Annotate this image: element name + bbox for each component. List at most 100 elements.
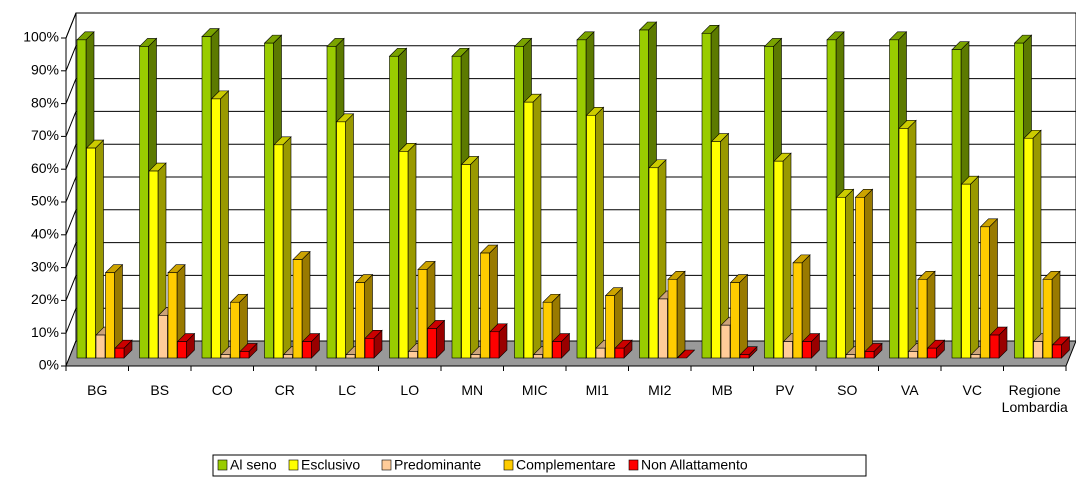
bar-side (282, 136, 292, 359)
legend-swatch (217, 459, 228, 471)
bar-front (239, 351, 250, 359)
bar (239, 342, 258, 359)
y-tick-label: 20% (31, 291, 59, 307)
bar-front (864, 351, 875, 359)
bar-front (114, 347, 125, 359)
y-tick-label: 90% (31, 62, 59, 78)
bar (335, 113, 355, 359)
grid-line (65, 143, 1076, 170)
bar-side (95, 139, 104, 359)
bar (676, 349, 696, 359)
grid-line (65, 45, 1076, 71)
bar (585, 106, 605, 359)
bar-front (845, 354, 856, 359)
bar-front (533, 354, 543, 359)
bar-front (523, 101, 534, 359)
bar-front (326, 46, 337, 359)
bar-front (836, 196, 846, 359)
legend-swatch (288, 459, 299, 471)
bar (1023, 129, 1042, 359)
bar-front (398, 151, 409, 359)
bar-front (711, 141, 721, 359)
y-tick-label: 30% (31, 258, 59, 274)
bar-front (273, 144, 284, 359)
bar (729, 273, 749, 359)
bar-front (408, 351, 418, 359)
bar-front (1033, 341, 1043, 359)
bar-front (1052, 344, 1062, 359)
bar-side (407, 142, 417, 359)
bar-front (302, 341, 312, 359)
bar (229, 293, 249, 359)
bar-front (552, 341, 562, 359)
legend-label: Non Allattamento (641, 457, 748, 473)
bar-front (148, 170, 159, 359)
bar (114, 339, 133, 359)
bar-side (1032, 129, 1042, 359)
x-tick-label: SO (837, 382, 858, 398)
y-tick-label: 50% (31, 193, 59, 209)
bar (960, 175, 980, 359)
y-tick-label: 40% (31, 226, 59, 242)
x-tick-label: CO (211, 382, 233, 398)
bar (710, 132, 730, 359)
bar-side (345, 113, 354, 359)
bar (898, 119, 917, 359)
legend-swatch (381, 459, 392, 471)
x-tick-label: BG (87, 382, 108, 398)
bar-side (676, 270, 686, 359)
bar-front (595, 347, 606, 359)
grid-line (65, 242, 1076, 268)
y-tick-label: 10% (31, 324, 59, 340)
bar (301, 332, 321, 359)
bar-front (855, 196, 865, 359)
bar (426, 319, 446, 359)
bar (1051, 336, 1071, 359)
bar (835, 188, 855, 359)
y-tick-label: 80% (31, 94, 59, 110)
bar-front (230, 301, 240, 359)
bar-side (739, 273, 748, 359)
bar-front (167, 272, 178, 359)
x-tick-label: VA (900, 382, 919, 398)
bar-front (542, 301, 553, 359)
x-tick-label: MN (461, 382, 484, 398)
bar (614, 339, 633, 359)
bar-side (782, 152, 792, 359)
bar-front (826, 39, 837, 359)
bar-front (417, 269, 428, 359)
bar (273, 136, 292, 359)
legend-label: Predominante (394, 457, 481, 473)
bar (551, 332, 571, 359)
bar-front (764, 46, 774, 359)
bar-front (220, 354, 231, 359)
x-tick-label: Regione Lombardia (1001, 382, 1068, 415)
x-tick-label: PV (775, 382, 795, 398)
bar-side (532, 93, 542, 359)
bar-front (792, 262, 803, 359)
bar-front (201, 36, 212, 359)
bar-side (970, 175, 979, 359)
bar (792, 254, 811, 359)
y-tick-label: 60% (31, 160, 59, 176)
bar-front (514, 46, 524, 359)
bar-front (345, 354, 356, 359)
bar-front (908, 351, 918, 359)
bar-front (639, 29, 649, 359)
bar-front (292, 259, 303, 359)
grid-line (65, 209, 1076, 235)
bar-side (595, 106, 604, 359)
x-tick-label: LO (400, 382, 420, 398)
bar-front (701, 32, 712, 359)
bar (460, 155, 480, 359)
bar-side (470, 155, 479, 359)
bar-front (970, 354, 981, 359)
bar-side (845, 188, 854, 359)
bar-front (105, 272, 115, 359)
bar-front (730, 282, 740, 359)
y-tick-label: 100% (23, 29, 59, 45)
bar-side (907, 119, 917, 359)
x-tick-label: MI2 (648, 382, 672, 398)
